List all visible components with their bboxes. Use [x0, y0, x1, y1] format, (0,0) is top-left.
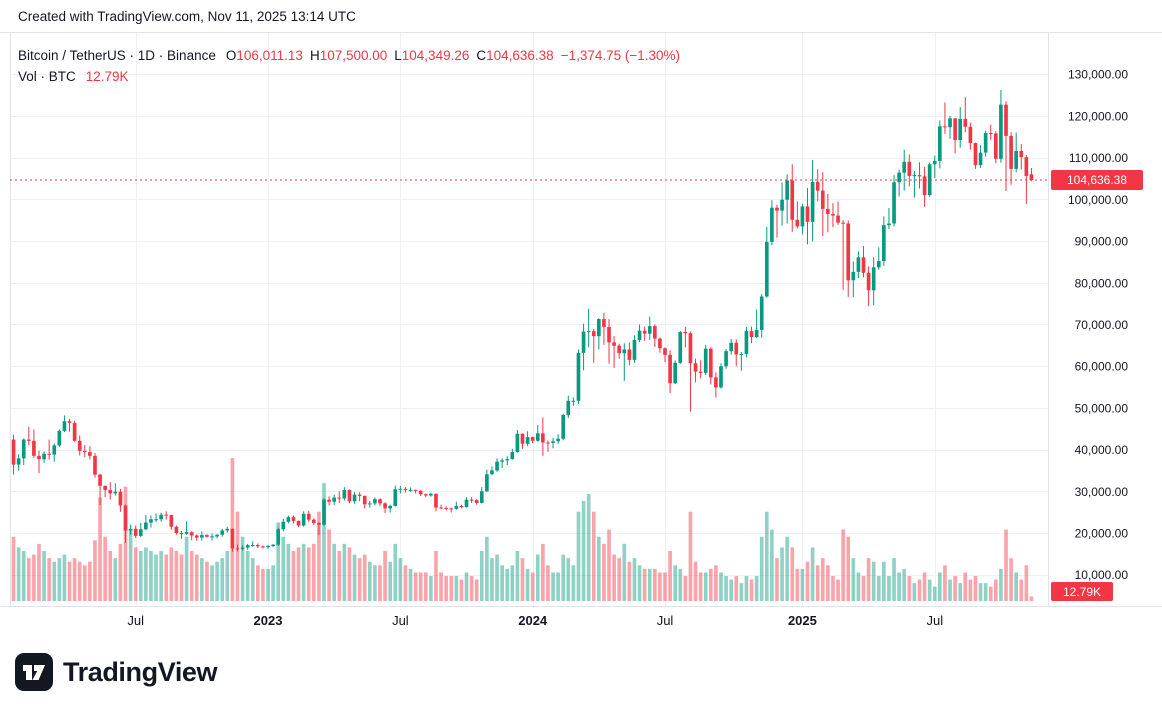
svg-text:60,000.00: 60,000.00 [1075, 360, 1129, 374]
svg-text:80,000.00: 80,000.00 [1075, 276, 1129, 290]
svg-text:120,000.00: 120,000.00 [1068, 109, 1128, 123]
symbol-title: Bitcoin / TetherUS · 1D · Binance [18, 48, 216, 63]
symbol-legend-row: Bitcoin / TetherUS · 1D · Binance O106,0… [18, 45, 680, 66]
svg-text:70,000.00: 70,000.00 [1075, 318, 1129, 332]
svg-text:130,000.00: 130,000.00 [1068, 68, 1128, 82]
price-axis-labels: 130,000.00 120,000.00 110,000.00 100,000.00… [1068, 68, 1128, 583]
tradingview-logo-icon [15, 653, 53, 691]
low-field: L104,349.26 [394, 48, 469, 63]
high-label: H [309, 48, 320, 63]
svg-text:Jul: Jul [392, 613, 409, 628]
svg-text:2023: 2023 [254, 613, 283, 628]
svg-text:30,000.00: 30,000.00 [1075, 485, 1129, 499]
volume-legend-row: Vol · BTC 12.79K [18, 66, 680, 87]
grid-layer [10, 33, 1048, 606]
frame-lines [0, 32, 1162, 607]
high-value: 107,500.00 [319, 48, 388, 63]
svg-text:100,000.00: 100,000.00 [1068, 193, 1128, 207]
svg-text:90,000.00: 90,000.00 [1075, 235, 1129, 249]
open-label: O [225, 48, 237, 63]
svg-text:110,000.00: 110,000.00 [1069, 151, 1128, 165]
svg-text:40,000.00: 40,000.00 [1075, 443, 1129, 457]
attribution-text: Created with TradingView.com, Nov 11, 20… [18, 9, 356, 24]
close-label: C [476, 48, 487, 63]
close-value: 104,636.38 [486, 48, 554, 63]
svg-text:Jul: Jul [127, 613, 144, 628]
volume-axis-badge: 12.79K [1051, 582, 1113, 601]
low-label: L [394, 48, 402, 63]
time-axis-labels: Jul 2023 Jul 2024 Jul 2025 Jul [127, 613, 943, 628]
svg-text:Jul: Jul [926, 613, 943, 628]
candles-layer [11, 90, 1034, 552]
volume-title: Vol · BTC [18, 69, 76, 84]
svg-text:2025: 2025 [788, 613, 817, 628]
tradingview-logo-text: TradingView [63, 656, 218, 687]
low-value: 104,349.26 [401, 48, 470, 63]
svg-text:2024: 2024 [518, 613, 548, 628]
last-price-badge: 104,636.38 [1051, 170, 1143, 190]
svg-text:Jul: Jul [657, 613, 674, 628]
open-value: 106,011.13 [236, 48, 303, 63]
chart-legend: Bitcoin / TetherUS · 1D · Binance O106,0… [18, 45, 680, 87]
svg-text:10,000.00: 10,000.00 [1075, 568, 1129, 582]
svg-text:50,000.00: 50,000.00 [1075, 401, 1129, 415]
high-field: H107,500.00 [310, 48, 387, 63]
change-value: −1,374.75 (−1.30%) [560, 48, 681, 63]
tradingview-logo[interactable]: TradingView [14, 652, 218, 692]
volume-value: 12.79K [85, 69, 129, 84]
close-field: C104,636.38 [476, 48, 553, 63]
svg-text:20,000.00: 20,000.00 [1075, 527, 1129, 541]
open-field: O106,011.13 [226, 48, 303, 63]
volume-layer [11, 458, 1034, 601]
